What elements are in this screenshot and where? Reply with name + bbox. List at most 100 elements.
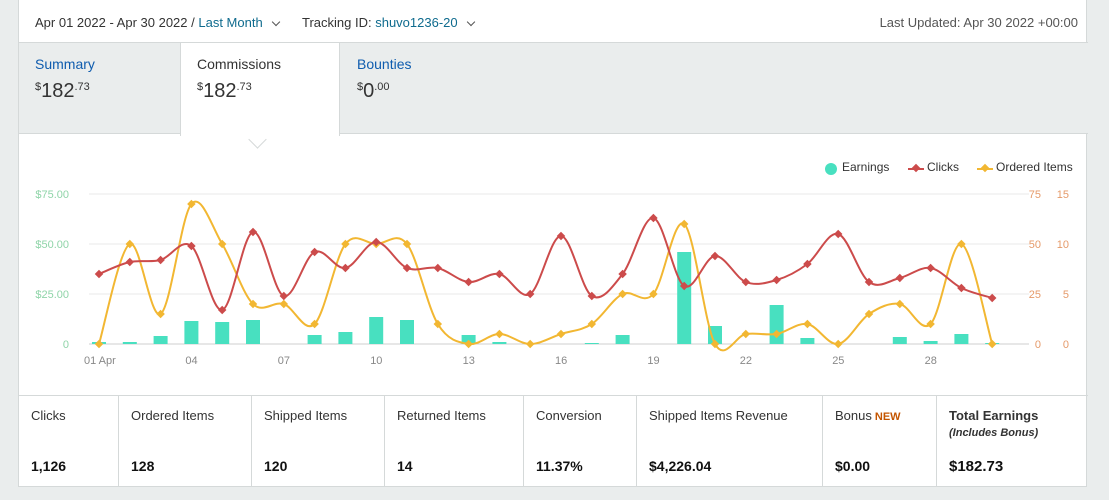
- stat-bonus: Bonus NEW $0.00: [823, 396, 937, 487]
- earnings-bar: [954, 334, 969, 344]
- x-tick-label: 10: [370, 355, 382, 367]
- tab-summary[interactable]: Summary $182.73: [19, 43, 180, 134]
- x-tick-label: 04: [185, 355, 197, 367]
- clicks-legend-marker: [911, 163, 921, 173]
- tab-commissions[interactable]: Commissions $182.73: [180, 43, 340, 136]
- x-tick-label: 07: [278, 355, 290, 367]
- ordered-items-point: [433, 319, 443, 329]
- clicks-point: [957, 283, 966, 293]
- tab-amount: $182.73: [35, 80, 90, 102]
- ordered-items-point: [495, 329, 504, 339]
- stat-returned-items: Returned Items 14: [385, 396, 524, 487]
- clicks-point: [710, 251, 720, 261]
- clicks-point: [525, 289, 535, 299]
- tab-amount: $0.00: [357, 80, 390, 102]
- y-right-clicks-tick: 50: [1029, 239, 1041, 251]
- stat-conversion: Conversion 11.37%: [524, 396, 637, 487]
- ordered-items-point: [618, 289, 627, 299]
- ordered-items-line: [98, 200, 994, 352]
- y-right-items-tick: 10: [1057, 239, 1069, 251]
- stat-shipped-revenue: Shipped Items Revenue $4,226.04: [637, 396, 823, 487]
- report-header: Apr 01 2022 - Apr 30 2022 / Last Month T…: [19, 0, 1088, 43]
- y-right-items-tick: 15: [1057, 189, 1069, 201]
- chevron-down-icon[interactable]: [272, 17, 281, 27]
- legend-ordered-items[interactable]: Ordered Items: [977, 160, 1073, 174]
- earnings-legend-icon: [825, 163, 837, 175]
- earnings-tabs: Summary $182.73 Commissions $182.73 Boun…: [19, 43, 1088, 136]
- ordered-items-point: [926, 319, 935, 329]
- period-link[interactable]: Last Month: [198, 15, 263, 30]
- ordered-items-legend-marker: [980, 163, 990, 173]
- earnings-bar: [708, 326, 722, 344]
- earnings-bar: [400, 320, 414, 344]
- y-left-tick: $75.00: [35, 189, 69, 201]
- date-range-text: Apr 01 2022 - Apr 30 2022 /: [35, 15, 195, 30]
- clicks-point: [679, 281, 689, 291]
- clicks-point: [433, 263, 443, 273]
- tracking-id-link[interactable]: shuvo1236-20: [375, 15, 458, 30]
- earnings-bar: [584, 343, 599, 344]
- stat-label: Bonus NEW: [835, 408, 901, 423]
- earnings-report-panel: Apr 01 2022 - Apr 30 2022 / Last Month T…: [18, 0, 1088, 487]
- earnings-bar: [153, 336, 168, 344]
- ordered-items-point: [987, 339, 997, 349]
- earnings-bar: [307, 335, 322, 344]
- ordered-items-point: [525, 339, 535, 349]
- clicks-point: [926, 263, 935, 273]
- ordered-items-point: [556, 329, 566, 339]
- clicks-point: [125, 257, 135, 267]
- legend-clicks[interactable]: Clicks: [908, 160, 959, 174]
- stat-value: $0.00: [835, 458, 871, 474]
- ordered-items-point: [279, 299, 289, 309]
- legend-earnings[interactable]: Earnings: [825, 160, 889, 175]
- earnings-bar: [492, 342, 507, 344]
- earnings-bar: [246, 320, 260, 344]
- earnings-bar: [800, 338, 815, 344]
- ordered-items-point: [587, 319, 597, 329]
- ordered-items-point: [464, 339, 473, 349]
- ordered-items-point: [803, 319, 812, 329]
- stat-label: Ordered Items: [131, 408, 215, 423]
- x-tick-label: 01 Apr: [84, 355, 116, 367]
- y-left-tick: $25.00: [35, 289, 69, 301]
- stat-value: 11.37%: [536, 458, 583, 474]
- ordered-items-point: [341, 239, 350, 249]
- date-range-selector[interactable]: Apr 01 2022 - Apr 30 2022 / Last Month: [35, 15, 281, 30]
- ordered-items-point: [741, 329, 751, 339]
- x-tick-label: 13: [463, 355, 475, 367]
- stats-row: Clicks 1,126 Ordered Items 128 Shipped I…: [19, 395, 1088, 487]
- stat-label: Returned Items: [397, 408, 486, 423]
- ordered-items-point: [125, 239, 135, 249]
- earnings-bar: [677, 252, 692, 344]
- x-tick-label: 22: [740, 355, 752, 367]
- earnings-bar: [184, 321, 199, 344]
- chevron-down-icon[interactable]: [467, 17, 476, 27]
- legend-label: Clicks: [927, 160, 959, 174]
- ordered-items-point: [310, 319, 319, 329]
- clicks-point: [310, 247, 319, 257]
- ordered-items-point: [833, 339, 843, 349]
- stat-sublabel: (Includes Bonus): [949, 427, 1039, 439]
- clicks-point: [217, 305, 227, 315]
- clicks-point: [803, 259, 812, 269]
- tab-bounties[interactable]: Bounties $0.00: [341, 43, 501, 134]
- clicks-point: [94, 269, 104, 279]
- earnings-bar: [461, 335, 476, 344]
- y-right-clicks-tick: 25: [1029, 289, 1041, 301]
- earnings-bar: [615, 335, 630, 344]
- stat-label: Clicks: [31, 408, 66, 423]
- clicks-point: [741, 277, 751, 287]
- earnings-bar: [892, 337, 907, 344]
- legend-label: Ordered Items: [996, 160, 1073, 174]
- ordered-items-point: [156, 309, 165, 319]
- x-tick-label: 16: [555, 355, 567, 367]
- earnings-bar: [215, 322, 230, 344]
- x-tick-label: 25: [832, 355, 844, 367]
- ordered-items-point: [217, 239, 227, 249]
- clicks-point: [495, 269, 504, 279]
- ordered-items-point: [895, 299, 905, 309]
- stat-value: $4,226.04: [649, 458, 712, 474]
- stat-value: 120: [264, 458, 288, 474]
- last-updated: Last Updated: Apr 30 2022 +00:00: [879, 15, 1078, 30]
- tracking-id-selector[interactable]: Tracking ID: shuvo1236-20: [302, 15, 476, 30]
